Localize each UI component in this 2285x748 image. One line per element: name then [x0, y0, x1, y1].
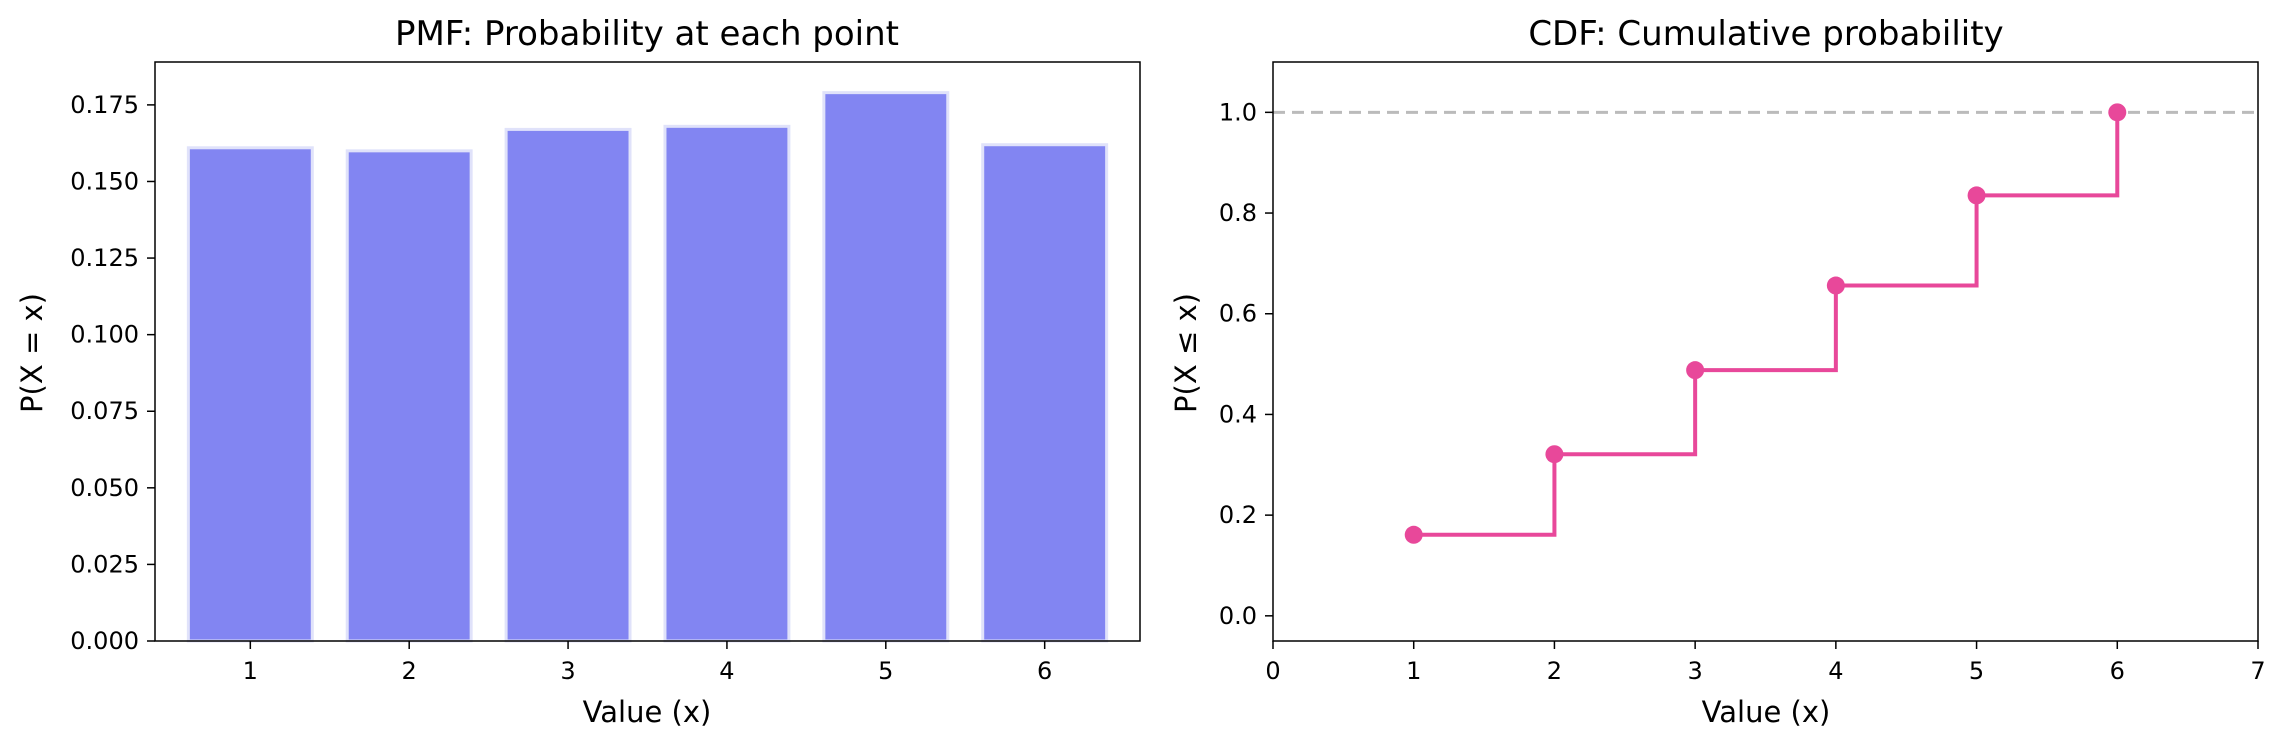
cdf-x-tick-label: 0: [1265, 657, 1280, 685]
pmf-bar: [345, 149, 473, 643]
cdf-chart: CDF: Cumulative probability 0 1 2 3 4 5 6 7 0.0…: [1169, 14, 2266, 729]
cdf-points: [1404, 103, 2127, 544]
cdf-point: [1826, 276, 1845, 295]
pmf-bar: [186, 146, 314, 643]
cdf-point: [1967, 186, 1986, 205]
pmf-y-tick-label: 0.050: [70, 474, 139, 502]
pmf-y-ticks: 0.000 0.025 0.050 0.075 0.100 0.125 0.150 0.175: [70, 91, 155, 655]
pmf-x-tick-label: 2: [402, 657, 417, 685]
cdf-axes-frame: [1272, 61, 2259, 642]
cdf-x-axis-label: Value (x): [1702, 695, 1831, 729]
cdf-y-tick-label: 1.0: [1219, 98, 1257, 126]
pmf-y-tick-label: 0.100: [70, 321, 139, 349]
cdf-x-tick-label: 6: [2110, 657, 2125, 685]
pmf-x-tick-label: 6: [1037, 657, 1052, 685]
pmf-bar: [822, 91, 950, 643]
cdf-y-tick-label: 0.0: [1219, 602, 1257, 630]
pmf-y-axis-label: P(X = x): [15, 293, 49, 413]
pmf-x-axis-label: Value (x): [583, 695, 712, 729]
pmf-x-tick-label: 3: [560, 657, 575, 685]
pmf-title: PMF: Probability at each point: [395, 14, 899, 54]
cdf-point: [1686, 361, 1705, 380]
cdf-y-tick-label: 0.6: [1219, 300, 1257, 328]
cdf-point: [1545, 445, 1564, 464]
cdf-point: [1404, 525, 1423, 544]
cdf-x-tick-label: 5: [1969, 657, 1984, 685]
cdf-title: CDF: Cumulative probability: [1528, 14, 2003, 54]
pmf-chart: PMF: Probability at each point 1 2 3 4 5 6 0.…: [15, 14, 1141, 729]
pmf-y-tick-label: 0.150: [70, 167, 139, 195]
pmf-bar: [663, 124, 791, 643]
cdf-y-ticks: 0.0 0.2 0.4 0.6 0.8 1.0: [1219, 98, 1273, 630]
pmf-x-tick-label: 1: [243, 657, 258, 685]
pmf-bar: [981, 143, 1109, 643]
pmf-x-tick-label: 4: [719, 657, 734, 685]
pmf-y-tick-label: 0.000: [70, 627, 139, 655]
pmf-axes-frame: [154, 61, 1141, 642]
cdf-x-tick-label: 1: [1406, 657, 1421, 685]
cdf-x-tick-label: 3: [1688, 657, 1703, 685]
pmf-x-ticks: 1 2 3 4 5 6: [243, 641, 1052, 685]
pmf-y-tick-label: 0.125: [70, 244, 139, 272]
pmf-x-tick-label: 5: [878, 657, 893, 685]
cdf-x-tick-label: 7: [2250, 657, 2265, 685]
cdf-x-tick-label: 4: [1828, 657, 1843, 685]
cdf-x-tick-label: 2: [1547, 657, 1562, 685]
cdf-y-tick-label: 0.8: [1219, 199, 1257, 227]
cdf-point: [2108, 103, 2127, 122]
pmf-bars: [186, 91, 1109, 643]
cdf-step-line: [1413, 112, 2120, 537]
cdf-y-tick-label: 0.2: [1219, 501, 1257, 529]
cdf-x-ticks: 0 1 2 3 4 5 6 7: [1265, 641, 2266, 685]
cdf-y-tick-label: 0.4: [1219, 400, 1257, 428]
pmf-y-tick-label: 0.175: [70, 91, 139, 119]
cdf-y-axis-label: P(X ≤ x): [1169, 293, 1203, 413]
pmf-bar: [504, 127, 632, 643]
pmf-y-tick-label: 0.075: [70, 397, 139, 425]
pmf-y-tick-label: 0.025: [70, 550, 139, 578]
